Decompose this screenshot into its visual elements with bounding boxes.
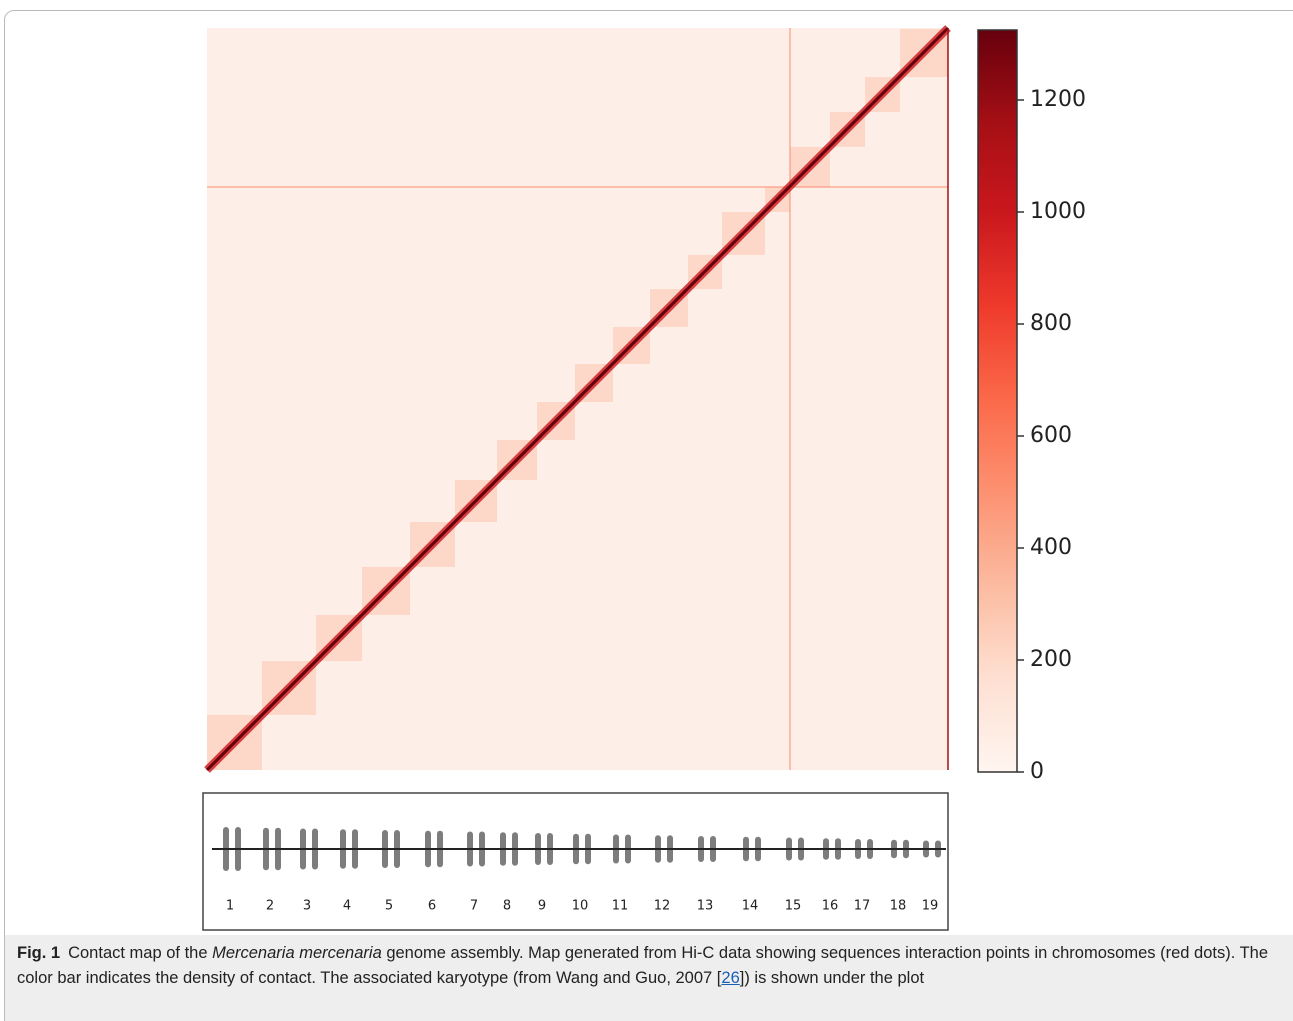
colorbar [977,29,1018,773]
reference-link[interactable]: 26 [721,968,740,987]
chromosome-label: 19 [922,899,939,914]
chromosome-label: 16 [822,899,839,914]
caption: Fig. 1 Contact map of the Mercenaria merc… [5,935,1293,1021]
chromosome-label: 11 [612,899,629,914]
figure-frame [4,10,1293,1021]
colorbar-tick-label: 1200 [1030,87,1086,112]
colorbar-tick-label: 600 [1030,423,1072,448]
chromosome-label: 5 [385,899,393,914]
chromosome-label: 1 [226,899,234,914]
chromosome-label: 8 [503,899,511,914]
chromosome-label: 12 [654,899,671,914]
caption-species: Mercenaria mercenaria [212,944,382,962]
caption-text: genome assembly. Map generated from Hi-C… [17,944,1268,987]
colorbar-tick-label: 0 [1030,759,1044,784]
chromosome-label: 10 [572,899,589,914]
colorbar-tick-label: 800 [1030,311,1072,336]
caption-text: ]) is shown under the plot [739,968,925,987]
diagonal [205,26,950,772]
caption-text: Contact map of the [68,944,213,962]
chromosome-label: 13 [697,899,714,914]
colorbar-tick-label: 200 [1030,647,1072,672]
chromosome-label: 18 [890,899,907,914]
chromosome-label: 6 [428,899,436,914]
chromosome-label: 15 [785,899,802,914]
chromosome-label: 2 [266,899,274,914]
chromosome-label: 9 [538,899,546,914]
chromosome-label: 4 [343,899,351,914]
chromosome-label: 14 [742,899,759,914]
colorbar-tick-label: 1000 [1030,199,1086,224]
colorbar-tick-label: 400 [1030,535,1072,560]
chromosome-label: 7 [470,899,478,914]
caption-label: Fig. 1 [17,944,61,962]
chromosome-label: 3 [303,899,311,914]
chromosome-label: 17 [854,899,871,914]
